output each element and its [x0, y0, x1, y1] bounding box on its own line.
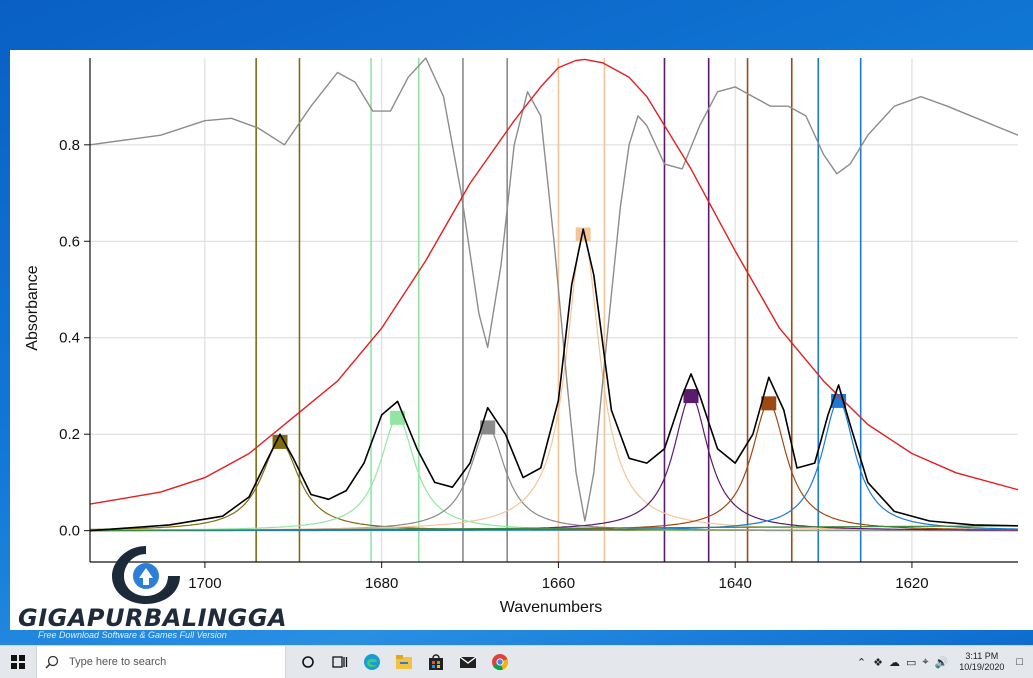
battery-icon[interactable]: ▭ — [905, 656, 917, 669]
windows-start-icon[interactable] — [0, 646, 36, 678]
grid-lines — [90, 58, 1018, 562]
tick-labels: 1700 1680 1660 1640 1620 0.0 0.2 0.4 0.6 0.8 — [59, 137, 928, 592]
task-view-icon[interactable] — [324, 646, 356, 678]
x-tick-label: 1620 — [895, 575, 928, 592]
peak-marker[interactable] — [761, 396, 777, 411]
peak-marker[interactable] — [683, 389, 699, 404]
volume-icon[interactable]: 🔊 — [934, 656, 949, 669]
component-curves — [89, 233, 1019, 532]
component-curve — [90, 233, 1018, 531]
store-icon[interactable] — [420, 646, 452, 678]
x-tick-label: 1660 — [542, 575, 575, 592]
file-explorer-icon[interactable] — [388, 646, 420, 678]
y-tick-label: 0.6 — [59, 233, 80, 250]
watermark-subtitle: Free Download Software & Games Full Vers… — [38, 630, 227, 640]
chrome-icon[interactable] — [484, 646, 516, 678]
eye-logo-icon — [112, 546, 180, 604]
peak-markers[interactable] — [272, 227, 847, 449]
search-placeholder: Type here to search — [69, 656, 167, 668]
series-lines — [89, 57, 1019, 532]
system-tray: ⌃ ❖ ☁ ▭ ⌖ 🔊 3:11 PM 10/19/2020 □ — [853, 646, 1033, 678]
component-curve — [90, 399, 1018, 532]
series-line — [89, 228, 1019, 532]
baseline-line — [89, 525, 1019, 532]
y-tick-label: 0.2 — [59, 426, 80, 443]
network-icon[interactable]: ⌖ — [922, 655, 929, 668]
x-axis-label: Wavenumbers — [500, 599, 603, 616]
peak-bound-lines[interactable] — [255, 58, 862, 562]
mail-icon[interactable] — [452, 646, 484, 678]
series-line — [89, 57, 1019, 522]
notification-icon[interactable]: □ — [1016, 656, 1023, 668]
y-tick-label: 0.8 — [59, 137, 80, 154]
x-tick-label: 1680 — [365, 575, 398, 592]
watermark-logo: GIGAPURBALINGGA Free Download Software &… — [18, 538, 287, 640]
dropbox-icon[interactable]: ❖ — [873, 656, 883, 669]
taskbar: Type here to search ⌃ ❖ ☁ ▭ ⌖ 🔊 3:11 PM … — [0, 645, 1033, 678]
x-tick-label: 1640 — [718, 575, 751, 592]
y-tick-label: 0.0 — [59, 523, 80, 540]
taskbar-search[interactable]: Type here to search — [36, 646, 286, 678]
edge-icon[interactable] — [356, 646, 388, 678]
component-curve — [89, 440, 1018, 532]
clock[interactable]: 3:11 PM 10/19/2020 — [951, 651, 1012, 673]
y-axis-label: Absorbance — [24, 265, 41, 350]
chart-window[interactable]: 1700 1680 1660 1640 1620 0.0 0.2 0.4 0.6 0.8 Wave… — [10, 50, 1033, 630]
x-tick-label: 1700 — [188, 575, 221, 592]
cloud-icon[interactable]: ☁ — [888, 656, 900, 669]
clock-date: 10/19/2020 — [959, 662, 1005, 672]
cortana-icon[interactable] — [292, 646, 324, 678]
series-line — [89, 58, 1019, 505]
watermark-title: GIGAPURBALINGGA — [18, 604, 288, 632]
peak-marker[interactable] — [575, 227, 591, 242]
y-tick-label: 0.4 — [59, 330, 80, 347]
spectrum-chart[interactable]: 1700 1680 1660 1640 1620 0.0 0.2 0.4 0.6 0.8 Wave… — [10, 50, 1033, 630]
clock-time: 3:11 PM — [965, 651, 999, 661]
axes — [84, 58, 1018, 568]
chevron-up-icon[interactable]: ⌃ — [856, 656, 867, 669]
search-icon — [45, 655, 59, 669]
